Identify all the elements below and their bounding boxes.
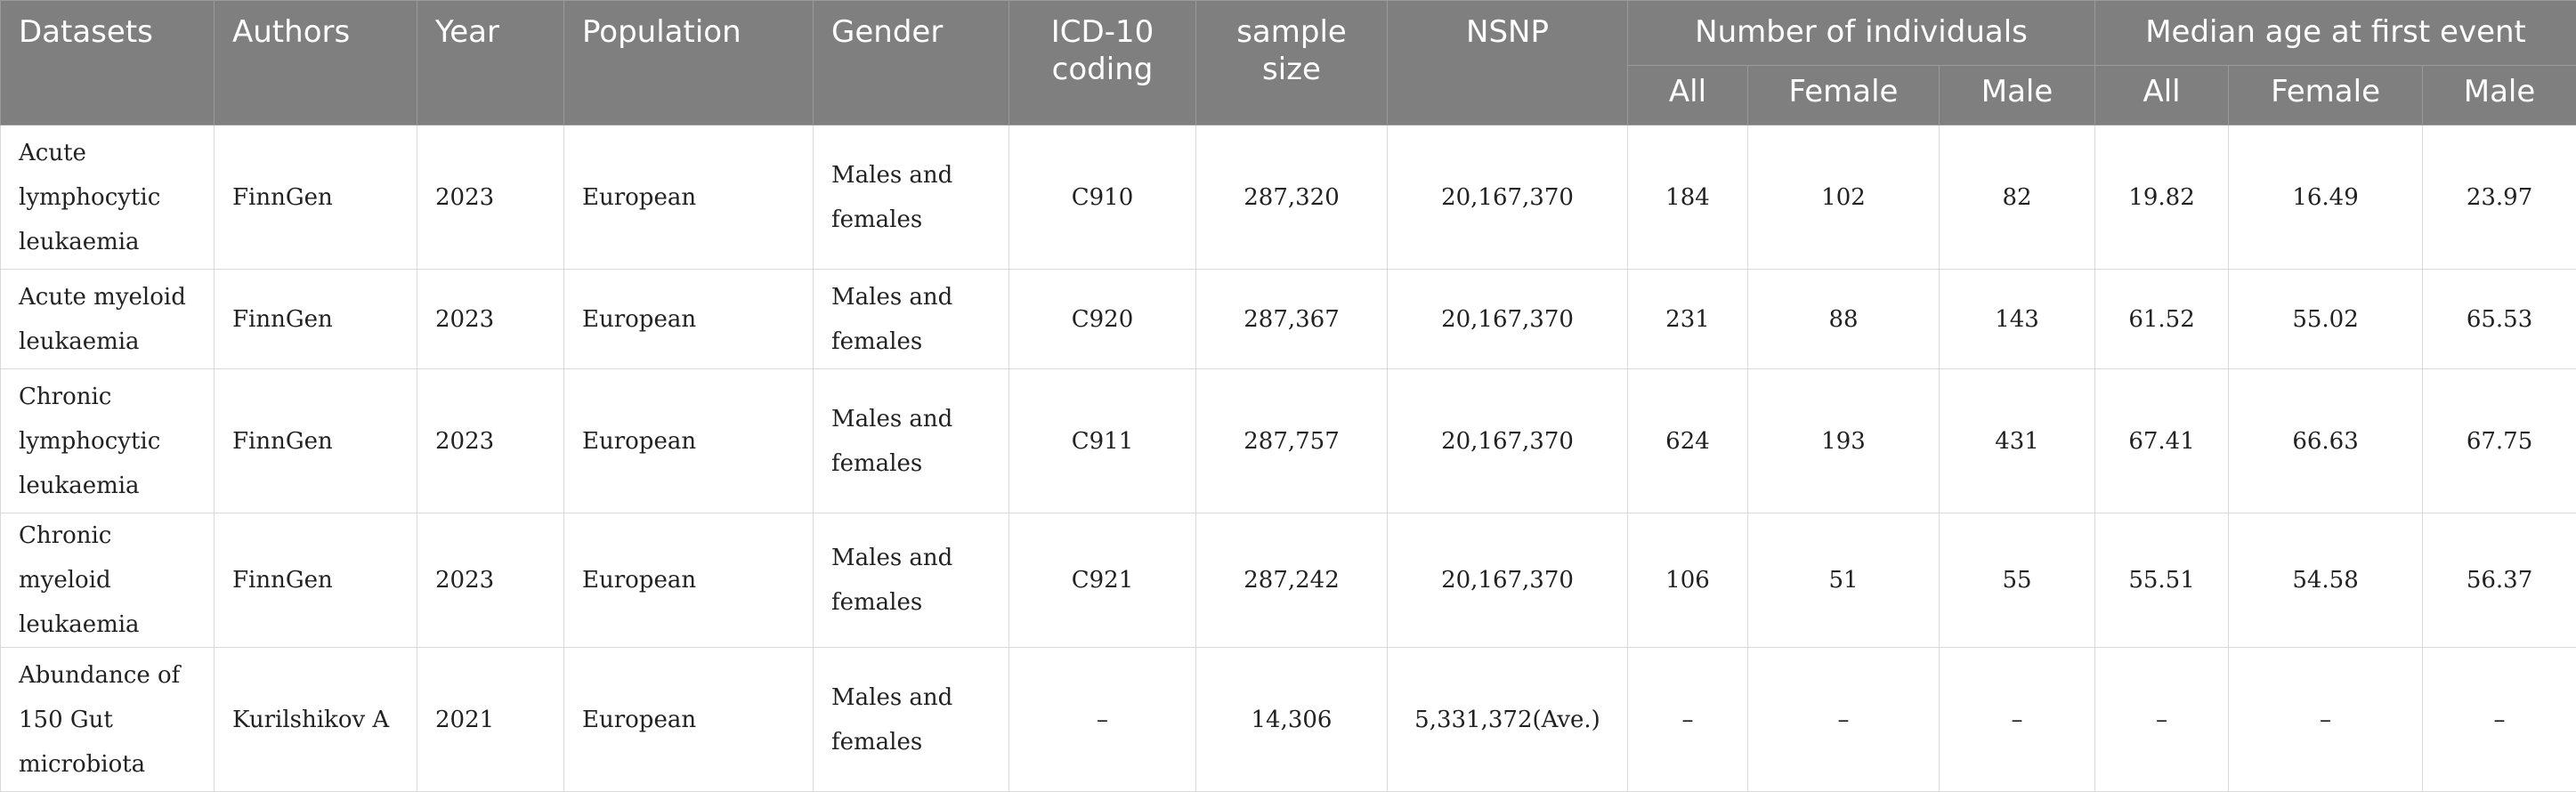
cell-dataset: Chronic lymphocytic leukaemia bbox=[1, 369, 215, 513]
cell-age-female: 66.63 bbox=[2229, 369, 2423, 513]
header-nsnp: NSNP bbox=[1388, 1, 1628, 125]
cell-n-female: 88 bbox=[1748, 270, 1940, 369]
cell-sample-size: 287,757 bbox=[1196, 369, 1388, 513]
cell-n-all: 184 bbox=[1628, 125, 1748, 270]
subheader-n-female: Female bbox=[1748, 66, 1940, 125]
cell-age-all: 19.82 bbox=[2095, 125, 2229, 270]
cell-year: 2023 bbox=[417, 270, 564, 369]
cell-gender: Males and females bbox=[814, 513, 1009, 648]
cell-age-female: – bbox=[2229, 648, 2423, 792]
header-sample-size: sample size bbox=[1196, 1, 1388, 125]
cell-dataset: Acute myeloid leukaemia bbox=[1, 270, 215, 369]
header-year: Year bbox=[417, 1, 564, 125]
header-authors: Authors bbox=[215, 1, 417, 125]
subheader-age-male: Male bbox=[2423, 66, 2576, 125]
cell-gender: Males and females bbox=[814, 270, 1009, 369]
cell-n-all: – bbox=[1628, 648, 1748, 792]
cell-year: 2023 bbox=[417, 513, 564, 648]
table-row: Chronic lymphocytic leukaemia FinnGen 20… bbox=[1, 369, 2576, 513]
cell-age-male: 23.97 bbox=[2423, 125, 2576, 270]
cell-icd: – bbox=[1009, 648, 1196, 792]
header-population: Population bbox=[564, 1, 814, 125]
cell-n-female: – bbox=[1748, 648, 1940, 792]
cell-authors: Kurilshikov A bbox=[215, 648, 417, 792]
header-datasets: Datasets bbox=[1, 1, 215, 125]
cell-dataset: Acute lymphocytic leukaemia bbox=[1, 125, 215, 270]
cell-population: European bbox=[564, 369, 814, 513]
cell-age-all: 55.51 bbox=[2095, 513, 2229, 648]
table-row: Chronic myeloid leukaemia FinnGen 2023 E… bbox=[1, 513, 2576, 648]
cell-nsnp: 5,331,372(Ave.) bbox=[1388, 648, 1628, 792]
cell-sample-size: 287,367 bbox=[1196, 270, 1388, 369]
subheader-n-all: All bbox=[1628, 66, 1748, 125]
cell-n-all: 624 bbox=[1628, 369, 1748, 513]
cell-year: 2021 bbox=[417, 648, 564, 792]
header-median-age: Median age at first event bbox=[2095, 1, 2576, 66]
cell-population: European bbox=[564, 270, 814, 369]
cell-authors: FinnGen bbox=[215, 513, 417, 648]
cell-population: European bbox=[564, 648, 814, 792]
cell-year: 2023 bbox=[417, 125, 564, 270]
cell-age-all: 61.52 bbox=[2095, 270, 2229, 369]
cell-n-male: – bbox=[1940, 648, 2095, 792]
cell-authors: FinnGen bbox=[215, 369, 417, 513]
cell-age-female: 55.02 bbox=[2229, 270, 2423, 369]
cell-dataset: Abundance of 150 Gut microbiota bbox=[1, 648, 215, 792]
cell-n-female: 51 bbox=[1748, 513, 1940, 648]
cell-dataset: Chronic myeloid leukaemia bbox=[1, 513, 215, 648]
cell-n-all: 231 bbox=[1628, 270, 1748, 369]
cell-icd: C911 bbox=[1009, 369, 1196, 513]
cell-age-male: 67.75 bbox=[2423, 369, 2576, 513]
cell-age-all: – bbox=[2095, 648, 2229, 792]
cell-age-male: 56.37 bbox=[2423, 513, 2576, 648]
cell-n-male: 55 bbox=[1940, 513, 2095, 648]
cell-authors: FinnGen bbox=[215, 125, 417, 270]
cell-year: 2023 bbox=[417, 369, 564, 513]
table-row: Acute lymphocytic leukaemia FinnGen 2023… bbox=[1, 125, 2576, 270]
cell-age-male: – bbox=[2423, 648, 2576, 792]
cell-nsnp: 20,167,370 bbox=[1388, 270, 1628, 369]
cell-age-female: 16.49 bbox=[2229, 125, 2423, 270]
cell-population: European bbox=[564, 125, 814, 270]
cell-n-female: 102 bbox=[1748, 125, 1940, 270]
subheader-age-all: All bbox=[2095, 66, 2229, 125]
header-number-of-individuals: Number of individuals bbox=[1628, 1, 2095, 66]
subheader-age-female: Female bbox=[2229, 66, 2423, 125]
table-row: Abundance of 150 Gut microbiota Kurilshi… bbox=[1, 648, 2576, 792]
cell-gender: Males and females bbox=[814, 125, 1009, 270]
cell-icd: C910 bbox=[1009, 125, 1196, 270]
cell-nsnp: 20,167,370 bbox=[1388, 369, 1628, 513]
cell-sample-size: 287,320 bbox=[1196, 125, 1388, 270]
cell-n-male: 431 bbox=[1940, 369, 2095, 513]
cell-icd: C920 bbox=[1009, 270, 1196, 369]
cell-nsnp: 20,167,370 bbox=[1388, 513, 1628, 648]
cell-age-male: 65.53 bbox=[2423, 270, 2576, 369]
cell-n-male: 82 bbox=[1940, 125, 2095, 270]
header-icd-10-coding: ICD-10 coding bbox=[1009, 1, 1196, 125]
cell-authors: FinnGen bbox=[215, 270, 417, 369]
cell-sample-size: 14,306 bbox=[1196, 648, 1388, 792]
subheader-n-male: Male bbox=[1940, 66, 2095, 125]
cell-n-male: 143 bbox=[1940, 270, 2095, 369]
cell-icd: C921 bbox=[1009, 513, 1196, 648]
cell-gender: Males and females bbox=[814, 648, 1009, 792]
header-gender: Gender bbox=[814, 1, 1009, 125]
cell-gender: Males and females bbox=[814, 369, 1009, 513]
cell-n-all: 106 bbox=[1628, 513, 1748, 648]
cell-n-female: 193 bbox=[1748, 369, 1940, 513]
cell-sample-size: 287,242 bbox=[1196, 513, 1388, 648]
cell-nsnp: 20,167,370 bbox=[1388, 125, 1628, 270]
table-row: Acute myeloid leukaemia FinnGen 2023 Eur… bbox=[1, 270, 2576, 369]
cell-population: European bbox=[564, 513, 814, 648]
cell-age-all: 67.41 bbox=[2095, 369, 2229, 513]
cell-age-female: 54.58 bbox=[2229, 513, 2423, 648]
table-header: Datasets Authors Year Population Gender … bbox=[1, 1, 2576, 125]
table-body: Acute lymphocytic leukaemia FinnGen 2023… bbox=[1, 125, 2576, 792]
